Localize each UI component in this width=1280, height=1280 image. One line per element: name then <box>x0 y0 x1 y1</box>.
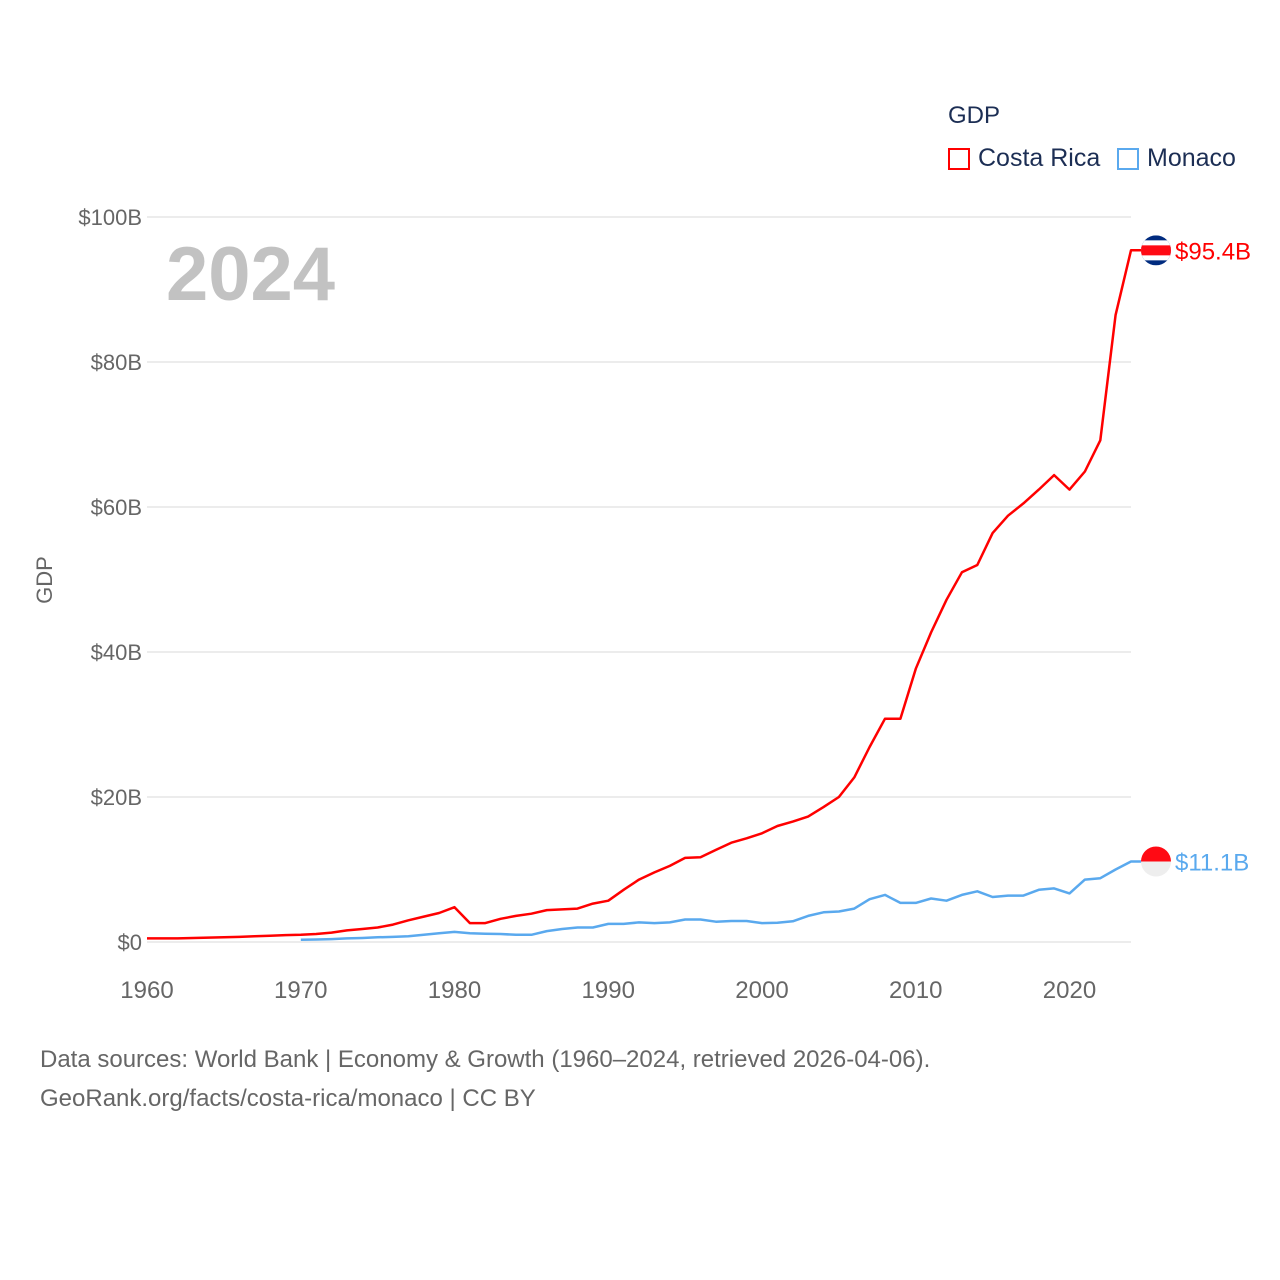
source-line-1: Data sources: World Bank | Economy & Gro… <box>40 1046 931 1073</box>
legend-swatch-monaco <box>1117 147 1139 170</box>
x-tick-label: 1990 <box>582 977 635 1004</box>
monaco-flag-icon <box>1141 846 1171 877</box>
series-line-monaco <box>300 860 1142 942</box>
legend-swatch-costa-rica <box>948 147 970 170</box>
legend-title: GDP <box>948 102 1001 129</box>
x-tick-label: 2020 <box>1043 977 1096 1004</box>
legend-item-monaco[interactable]: Monaco <box>1117 144 1236 173</box>
end-value-label: $11.1B <box>1175 850 1249 877</box>
legend-item-costa-rica[interactable]: Costa Rica <box>948 144 1100 173</box>
y-tick-label: $60B <box>91 495 142 520</box>
y-tick-label: $80B <box>91 350 142 375</box>
x-tick-label: 1970 <box>274 977 327 1004</box>
legend-label: Monaco <box>1147 144 1236 172</box>
end-value-label: $95.4B <box>1175 238 1251 265</box>
costa-rica-flag-icon <box>1141 235 1171 266</box>
x-tick-label: 2000 <box>735 977 788 1004</box>
x-tick-label: 2010 <box>889 977 942 1004</box>
y-tick-label: $100B <box>78 205 142 230</box>
y-tick-label: $40B <box>91 640 142 665</box>
x-tick-label: 1980 <box>428 977 481 1004</box>
series-line-costa-rica <box>147 249 1142 940</box>
y-tick-label: $0 <box>118 930 142 955</box>
legend-label: Costa Rica <box>978 144 1101 172</box>
y-axis-label: GDP <box>32 556 57 604</box>
source-line-2[interactable]: GeoRank.org/facts/costa-rica/monaco | CC… <box>40 1085 536 1112</box>
y-tick-label: $20B <box>91 785 142 810</box>
year-label: 2024 <box>166 232 335 317</box>
x-tick-label: 1960 <box>120 977 173 1004</box>
